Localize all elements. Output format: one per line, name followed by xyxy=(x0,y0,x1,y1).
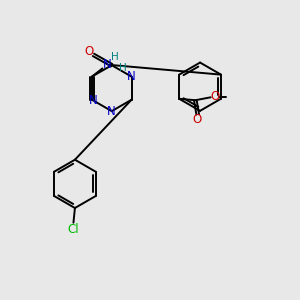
Text: O: O xyxy=(211,90,220,103)
Text: N: N xyxy=(103,58,112,70)
Text: H: H xyxy=(119,63,127,74)
Text: N: N xyxy=(127,70,135,83)
Text: O: O xyxy=(84,45,94,58)
Text: O: O xyxy=(193,113,202,126)
Text: Cl: Cl xyxy=(68,223,79,236)
Text: N: N xyxy=(107,105,116,118)
Text: N: N xyxy=(89,94,98,107)
Text: H: H xyxy=(111,52,119,62)
